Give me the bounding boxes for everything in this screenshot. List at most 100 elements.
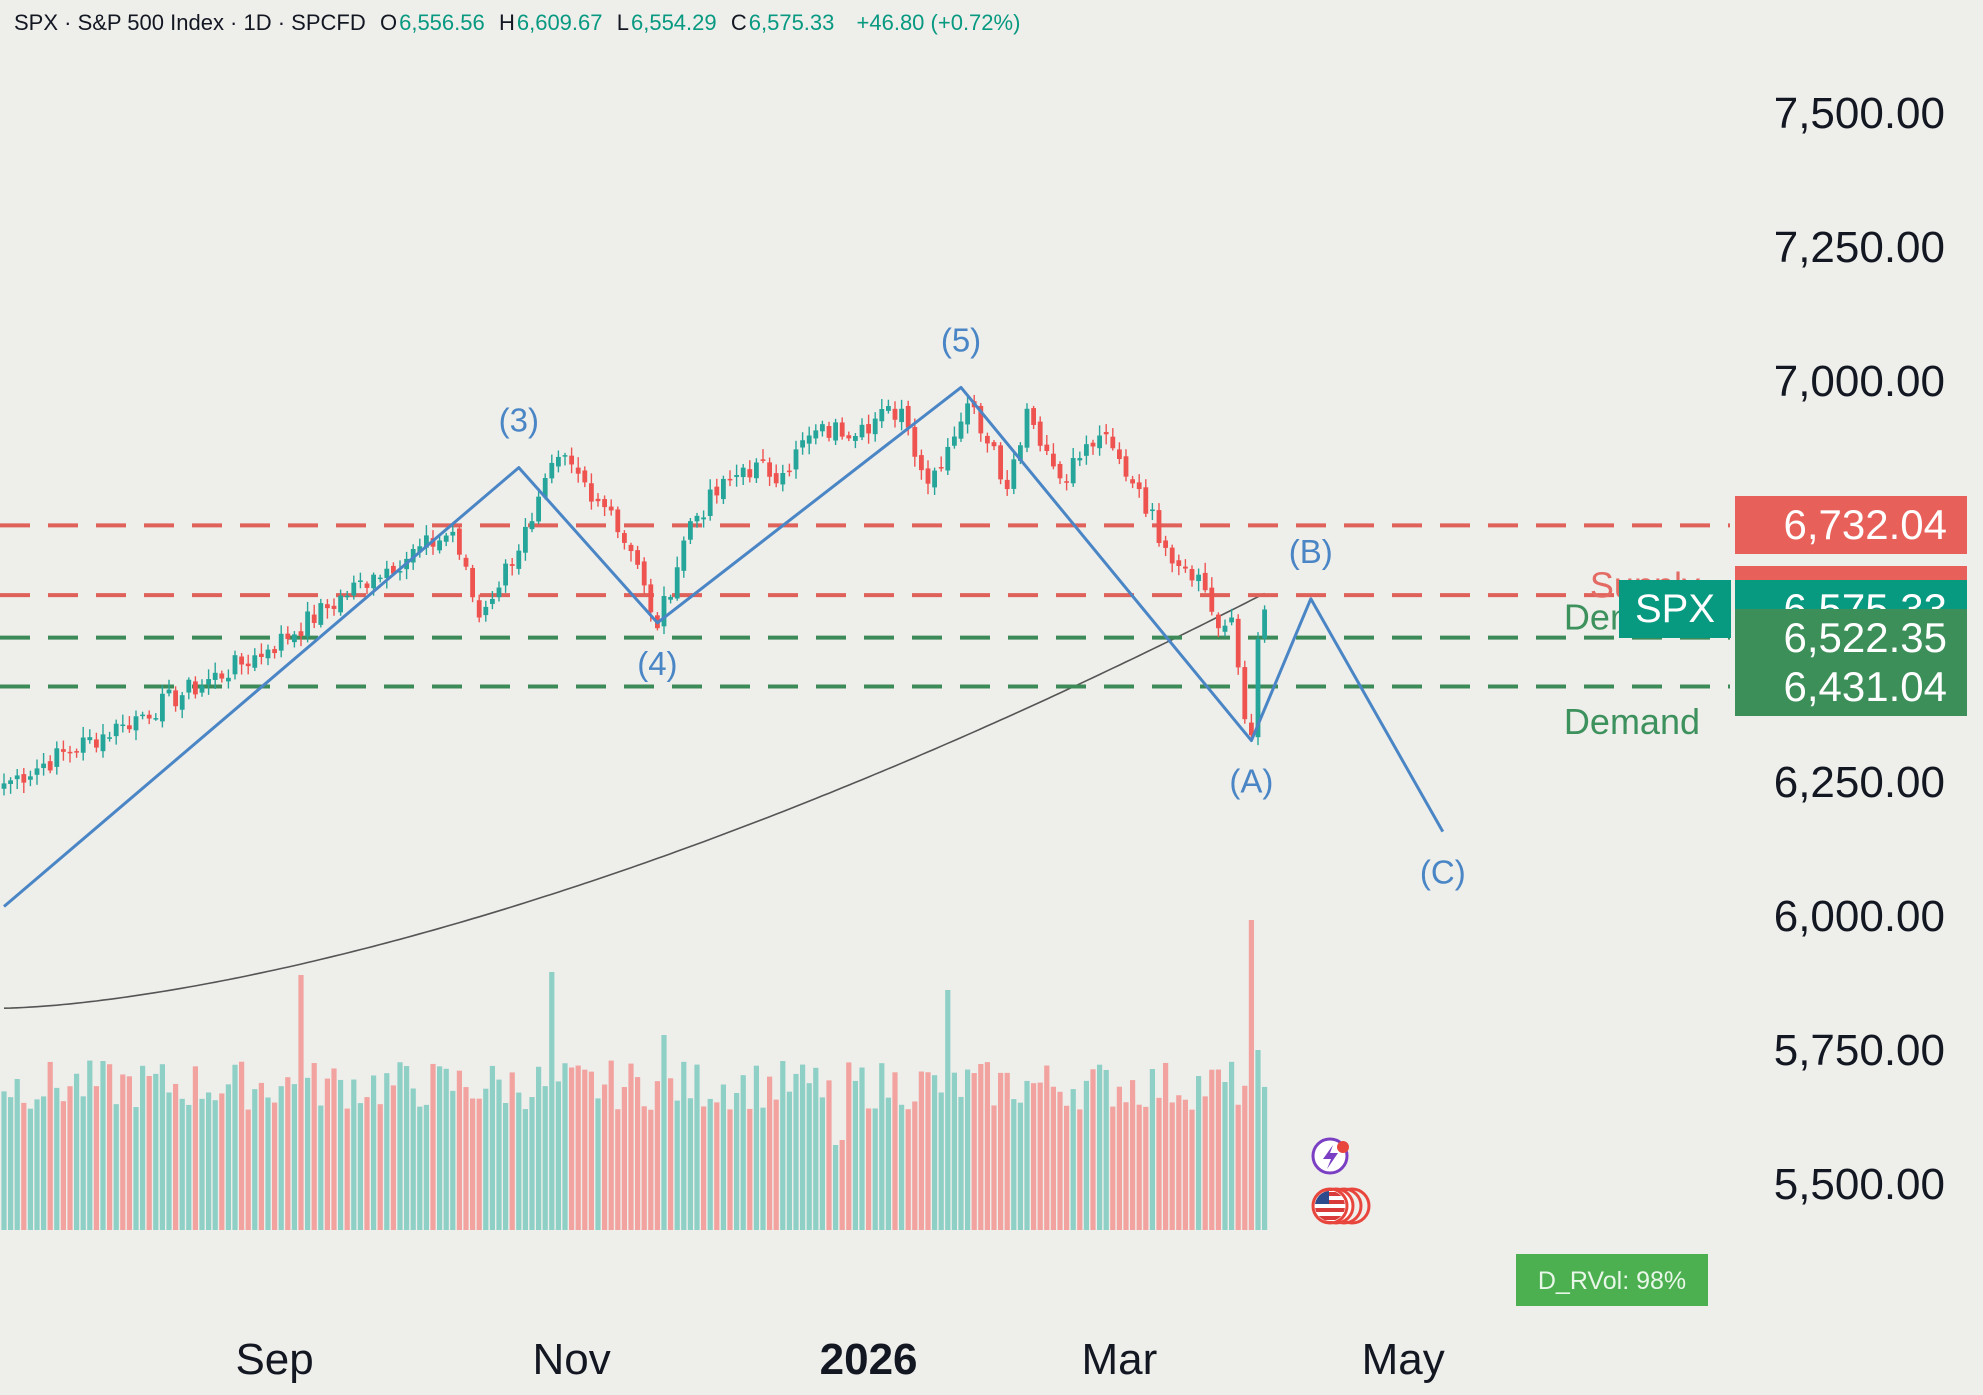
candle[interactable] <box>212 662 218 689</box>
candle[interactable] <box>661 586 667 635</box>
candle[interactable] <box>1044 434 1050 456</box>
candle[interactable] <box>1077 451 1083 467</box>
candle[interactable] <box>622 530 627 550</box>
candle[interactable] <box>74 748 79 758</box>
candle[interactable] <box>1090 439 1096 455</box>
candle[interactable] <box>186 677 192 700</box>
candle[interactable] <box>1229 608 1234 626</box>
candle[interactable] <box>298 622 304 647</box>
candle[interactable] <box>615 506 621 539</box>
candle[interactable] <box>292 631 297 648</box>
candle[interactable] <box>1084 435 1089 465</box>
candle[interactable] <box>67 745 73 763</box>
candle[interactable] <box>490 591 495 610</box>
candle[interactable] <box>945 438 951 476</box>
candle[interactable] <box>780 464 786 492</box>
candle[interactable] <box>153 713 159 721</box>
candle[interactable] <box>34 759 40 785</box>
candle[interactable] <box>133 710 139 741</box>
candle[interactable] <box>311 604 317 629</box>
candle[interactable] <box>1110 428 1116 451</box>
candle[interactable] <box>859 418 865 441</box>
candle[interactable] <box>965 394 970 434</box>
candle[interactable] <box>285 626 291 645</box>
candle[interactable] <box>457 525 462 560</box>
candle[interactable] <box>701 510 706 528</box>
candle[interactable] <box>226 669 231 689</box>
candle[interactable] <box>866 414 871 444</box>
candle[interactable] <box>199 679 205 697</box>
candle[interactable] <box>232 650 238 680</box>
candle[interactable] <box>1202 562 1208 593</box>
candle[interactable] <box>1163 535 1168 557</box>
candle[interactable] <box>54 741 60 775</box>
candle[interactable] <box>569 447 574 474</box>
candle[interactable] <box>278 625 284 658</box>
candle[interactable] <box>384 560 390 589</box>
candle[interactable] <box>912 418 918 467</box>
candle[interactable] <box>331 598 337 616</box>
candle[interactable] <box>674 556 680 601</box>
candle[interactable] <box>1262 605 1267 643</box>
candle[interactable] <box>760 449 766 464</box>
candle[interactable] <box>1103 424 1109 445</box>
candle[interactable] <box>529 512 535 533</box>
symbol-title[interactable]: SPX · S&P 500 Index · 1D · SPCFD <box>14 10 366 35</box>
candle[interactable] <box>94 732 99 753</box>
candle[interactable] <box>80 726 86 761</box>
candle[interactable] <box>509 558 515 576</box>
candle[interactable] <box>595 493 601 507</box>
candle[interactable] <box>813 424 819 445</box>
candle[interactable] <box>1011 450 1017 495</box>
candle[interactable] <box>305 601 310 643</box>
candle[interactable] <box>272 645 277 659</box>
candle[interactable] <box>325 599 330 619</box>
candle[interactable] <box>714 478 720 504</box>
wave-path[interactable] <box>3 385 1445 908</box>
candle[interactable] <box>14 769 20 790</box>
candle[interactable] <box>1057 461 1063 485</box>
candle[interactable] <box>721 475 726 504</box>
candle[interactable] <box>694 512 700 528</box>
candle[interactable] <box>344 590 350 601</box>
candle[interactable] <box>21 768 27 794</box>
candle[interactable] <box>681 536 687 578</box>
sma-line[interactable] <box>3 592 1265 1009</box>
candle[interactable] <box>562 452 568 466</box>
candle[interactable] <box>628 542 634 562</box>
candle[interactable] <box>193 676 198 699</box>
candle[interactable] <box>747 460 753 483</box>
candle[interactable] <box>985 432 990 453</box>
candle[interactable] <box>1130 475 1135 489</box>
candle[interactable] <box>100 724 106 758</box>
candle[interactable] <box>496 581 502 602</box>
candle[interactable] <box>820 420 825 437</box>
candle[interactable] <box>536 488 541 525</box>
candle[interactable] <box>1235 614 1241 675</box>
candle[interactable] <box>463 554 469 571</box>
candle[interactable] <box>239 653 244 675</box>
candle[interactable] <box>107 731 112 742</box>
candle[interactable] <box>853 433 858 449</box>
candle[interactable] <box>938 456 944 472</box>
candle[interactable] <box>734 464 739 487</box>
candle[interactable] <box>252 648 258 672</box>
candle[interactable] <box>833 418 838 446</box>
candle[interactable] <box>219 670 225 683</box>
candle[interactable] <box>351 575 357 600</box>
candle[interactable] <box>364 581 370 595</box>
candle[interactable] <box>1196 568 1201 592</box>
candle[interactable] <box>919 449 924 480</box>
candle[interactable] <box>608 499 614 516</box>
candle[interactable] <box>1004 470 1010 496</box>
candle[interactable] <box>61 740 66 761</box>
candle[interactable] <box>668 594 673 604</box>
candle[interactable] <box>1150 503 1155 521</box>
candle[interactable] <box>120 714 126 733</box>
candle[interactable] <box>800 432 805 455</box>
candle[interactable] <box>787 463 792 477</box>
candle[interactable] <box>556 450 561 473</box>
candle[interactable] <box>707 479 713 521</box>
candle[interactable] <box>377 574 383 583</box>
candle[interactable] <box>259 643 264 665</box>
